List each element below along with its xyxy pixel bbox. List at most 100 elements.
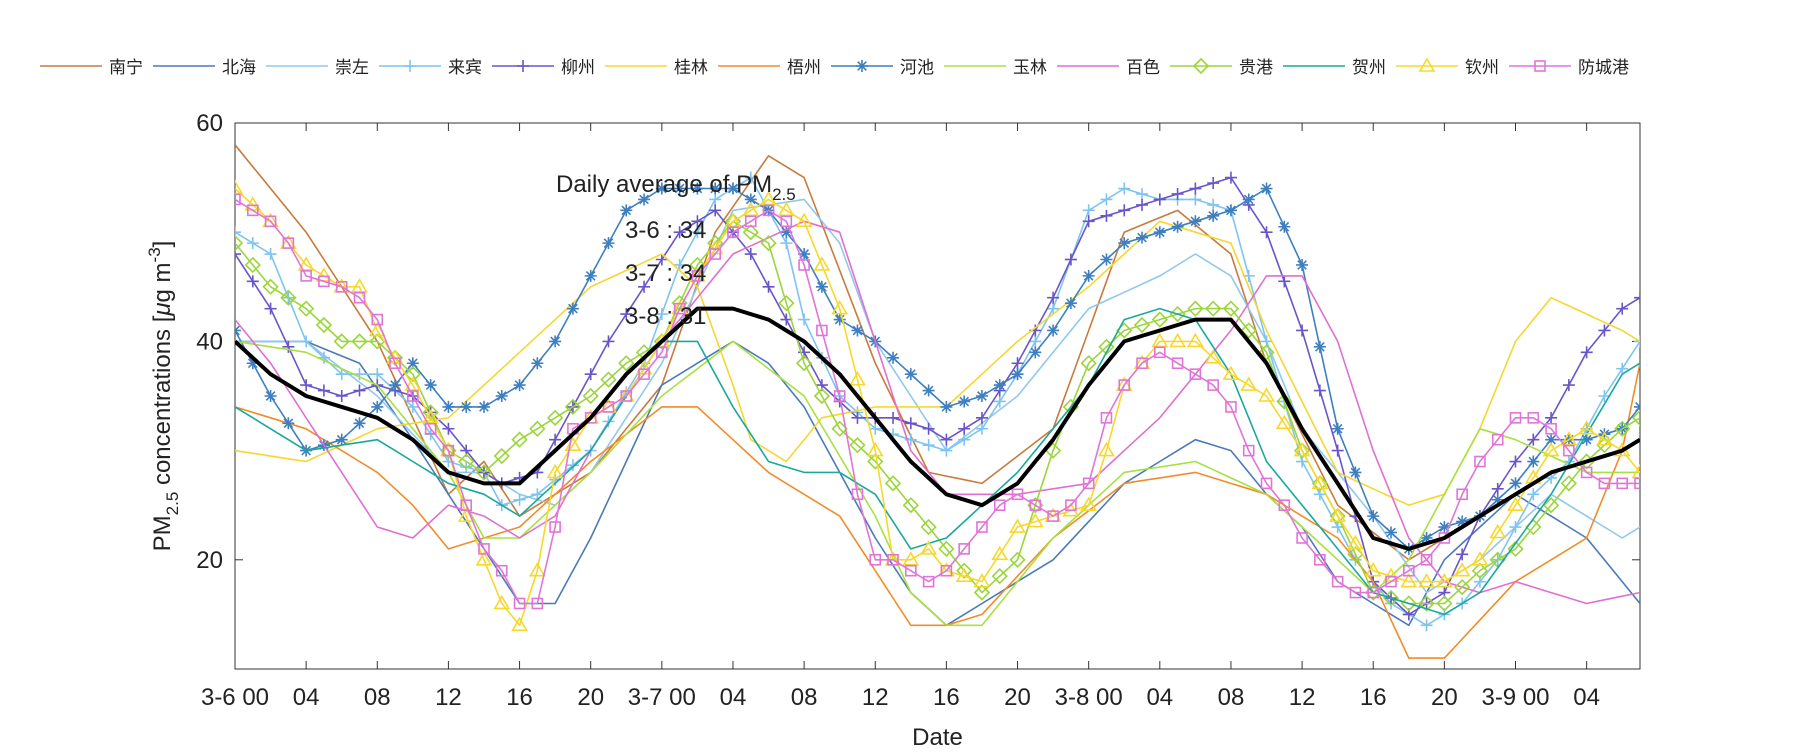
- series-point: [531, 597, 544, 610]
- series-point: [264, 302, 277, 315]
- series-point: [1189, 215, 1202, 228]
- series-point: [1542, 497, 1560, 514]
- x-tick-label: 16: [1360, 684, 1387, 711]
- series-point: [1169, 305, 1186, 323]
- series-point: [1634, 291, 1640, 304]
- series-point: [353, 368, 366, 381]
- series-point-shape: [1509, 477, 1522, 490]
- series-point: [1313, 384, 1326, 397]
- series-point: [795, 212, 813, 228]
- series-point-shape: [1136, 187, 1149, 200]
- series-point: [726, 182, 739, 195]
- x-axis-label: Date: [912, 724, 963, 750]
- series-point-shape: [297, 256, 315, 271]
- series-point-shape: [246, 357, 259, 370]
- legend-marker-shape: [1418, 57, 1436, 72]
- series-point: [1224, 204, 1237, 217]
- series-point: [902, 497, 919, 514]
- series-point-shape: [1296, 324, 1309, 337]
- series-point-shape: [1151, 332, 1169, 348]
- series-point-shape: [1118, 182, 1131, 195]
- legend-marker: [1192, 57, 1210, 75]
- series-line: [235, 363, 1640, 659]
- legend-marker: [517, 60, 529, 72]
- series-point-shape: [760, 190, 777, 206]
- plot-area: [234, 122, 1641, 670]
- series-point-shape: [1507, 496, 1524, 511]
- series-point: [315, 316, 333, 334]
- series-point: [1420, 531, 1433, 544]
- series-point: [655, 182, 668, 195]
- series-point-shape: [1474, 455, 1486, 468]
- series-point: [549, 335, 562, 348]
- series-point-shape: [1471, 562, 1489, 579]
- series-point: [1260, 477, 1273, 490]
- series-point-shape: [300, 379, 313, 392]
- series-point-shape: [353, 291, 366, 304]
- series-point: [1329, 507, 1347, 522]
- series-point-shape: [1435, 573, 1453, 588]
- series-point: [742, 224, 759, 241]
- series-point-shape: [246, 204, 259, 217]
- series-point: [1349, 466, 1362, 479]
- series-point-shape: [958, 422, 971, 435]
- series-point: [475, 464, 493, 481]
- series-point-shape: [940, 564, 953, 577]
- series-point: [513, 597, 526, 610]
- series-point-shape: [904, 368, 917, 381]
- series-point-shape: [1436, 595, 1453, 612]
- series-point-shape: [1189, 193, 1202, 206]
- series-point-shape: [1562, 379, 1575, 392]
- legend-marker-shape: [1534, 60, 1546, 72]
- legend-marker-shape: [517, 60, 529, 72]
- series-point: [235, 234, 244, 252]
- series-line: [235, 307, 1640, 616]
- series-point: [1011, 357, 1024, 370]
- series-point-shape: [566, 302, 579, 315]
- series-point-shape: [1296, 532, 1308, 544]
- series-point: [618, 355, 635, 372]
- series-point-shape: [1580, 346, 1593, 359]
- series-point: [584, 368, 597, 381]
- series-point: [620, 204, 633, 217]
- series-point: [1258, 387, 1275, 402]
- series-point-shape: [1029, 335, 1042, 348]
- series-point-shape: [1275, 414, 1293, 430]
- series-point-shape: [973, 573, 991, 588]
- series-point: [1278, 220, 1291, 233]
- series-point-shape: [1293, 442, 1311, 459]
- series-point-shape: [1258, 344, 1275, 361]
- series-point-shape: [1080, 496, 1098, 511]
- series-point-shape: [1153, 193, 1166, 206]
- series-point: [1242, 444, 1255, 457]
- annotation-title: Daily average of PM2.5: [556, 171, 796, 204]
- series-point-shape: [922, 384, 935, 397]
- series-point: [638, 368, 650, 380]
- series-point: [602, 237, 615, 250]
- series-point-shape: [1276, 393, 1293, 410]
- series-point: [744, 215, 757, 228]
- legend-label: 梧州: [787, 58, 821, 77]
- series-point-shape: [442, 422, 455, 435]
- series-point: [1118, 237, 1131, 250]
- annotation-line: 3-6 : 34: [625, 217, 706, 244]
- series-point-shape: [371, 368, 384, 381]
- series-point-shape: [726, 182, 739, 195]
- series-point-shape: [1311, 474, 1329, 490]
- series-point: [1098, 442, 1115, 457]
- series-point-shape: [922, 575, 935, 588]
- series-point-shape: [902, 497, 919, 514]
- series-point-shape: [833, 390, 846, 402]
- series-point: [777, 201, 795, 217]
- series-point-shape: [1382, 589, 1400, 607]
- series-point-shape: [495, 390, 508, 402]
- series-point: [1527, 412, 1540, 424]
- x-tick-label: 3-9 00: [1481, 684, 1549, 711]
- series-point: [300, 379, 313, 392]
- series-point: [335, 368, 348, 381]
- series-point: [1509, 477, 1522, 490]
- series-point-shape: [584, 412, 597, 424]
- series-point-shape: [478, 543, 490, 555]
- series-point: [602, 401, 615, 413]
- series-point: [1258, 344, 1275, 361]
